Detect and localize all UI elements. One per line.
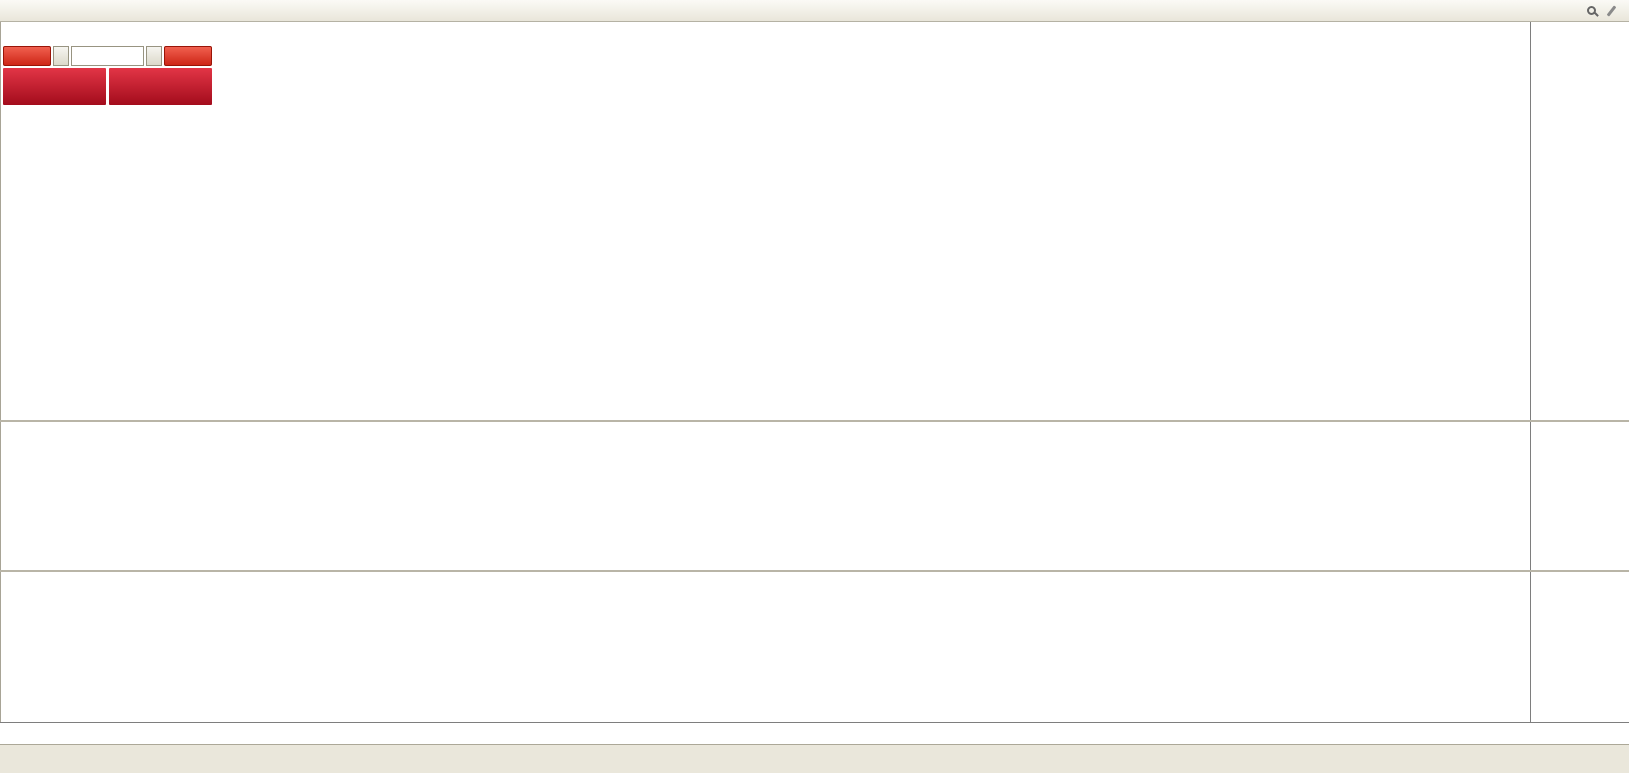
rsi-canvas[interactable] [0, 572, 1530, 722]
lot-size-input[interactable] [71, 46, 144, 66]
panel-divider[interactable] [0, 570, 1629, 572]
status-strip [0, 744, 1629, 773]
toolbar-right [1587, 4, 1625, 17]
price-chart-canvas[interactable] [0, 22, 1530, 420]
trade-controls-row [3, 46, 212, 66]
one-click-trade-panel [3, 46, 212, 105]
macd-canvas[interactable] [0, 422, 1530, 570]
time-axis[interactable] [0, 722, 1629, 744]
price-axis[interactable] [1530, 22, 1629, 744]
panel-divider[interactable] [0, 420, 1629, 422]
lot-increase-button[interactable] [146, 46, 162, 66]
toolbar [0, 0, 1629, 22]
sell-button[interactable] [3, 46, 51, 66]
search-icon[interactable] [1587, 6, 1596, 15]
edit-icon[interactable] [1606, 4, 1617, 17]
bid-price-button[interactable] [3, 68, 106, 105]
trade-prices-row [3, 68, 212, 105]
buy-button[interactable] [164, 46, 212, 66]
lot-decrease-button[interactable] [53, 46, 69, 66]
ask-price-button[interactable] [109, 68, 212, 105]
